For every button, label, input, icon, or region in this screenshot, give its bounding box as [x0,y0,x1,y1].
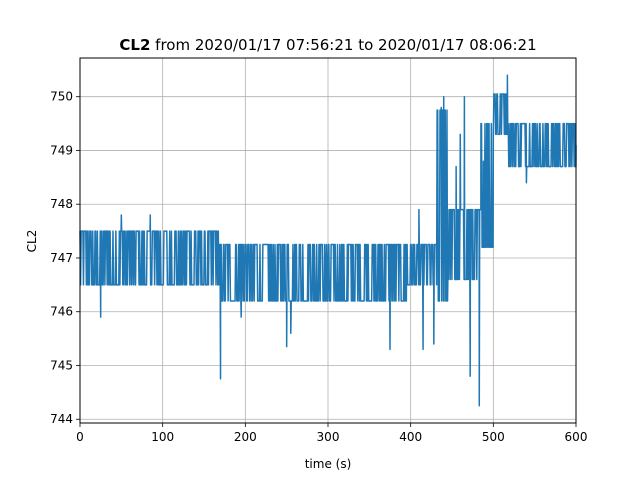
x-ticks: 0 100 200 300 400 500 600 [76,423,587,444]
x-tick-label: 0 [76,430,84,444]
y-tick-label: 744 [50,412,73,426]
y-tick-label: 747 [50,251,73,265]
y-axis-label: CL2 [25,230,39,253]
x-axis-label: time (s) [305,457,352,471]
y-tick-label: 749 [50,143,73,157]
x-tick-label: 500 [482,430,505,444]
plot-data [79,74,577,407]
y-tick-label: 750 [50,90,73,104]
y-ticks: 744 745 746 747 748 749 750 [50,90,80,426]
x-tick-label: 300 [317,430,340,444]
chart-title-bold: CL2 [119,36,150,54]
x-tick-label: 100 [151,430,174,444]
series-line-0 [79,74,577,407]
x-tick-label: 200 [234,430,257,444]
x-tick-label: 600 [565,430,588,444]
y-tick-label: 748 [50,197,73,211]
y-tick-label: 746 [50,305,73,319]
x-tick-label: 400 [399,430,422,444]
chart-title: CL2 from 2020/01/17 07:56:21 to 2020/01/… [119,36,536,54]
chart-title-rest: from 2020/01/17 07:56:21 to 2020/01/17 0… [150,36,536,54]
y-tick-label: 745 [50,358,73,372]
